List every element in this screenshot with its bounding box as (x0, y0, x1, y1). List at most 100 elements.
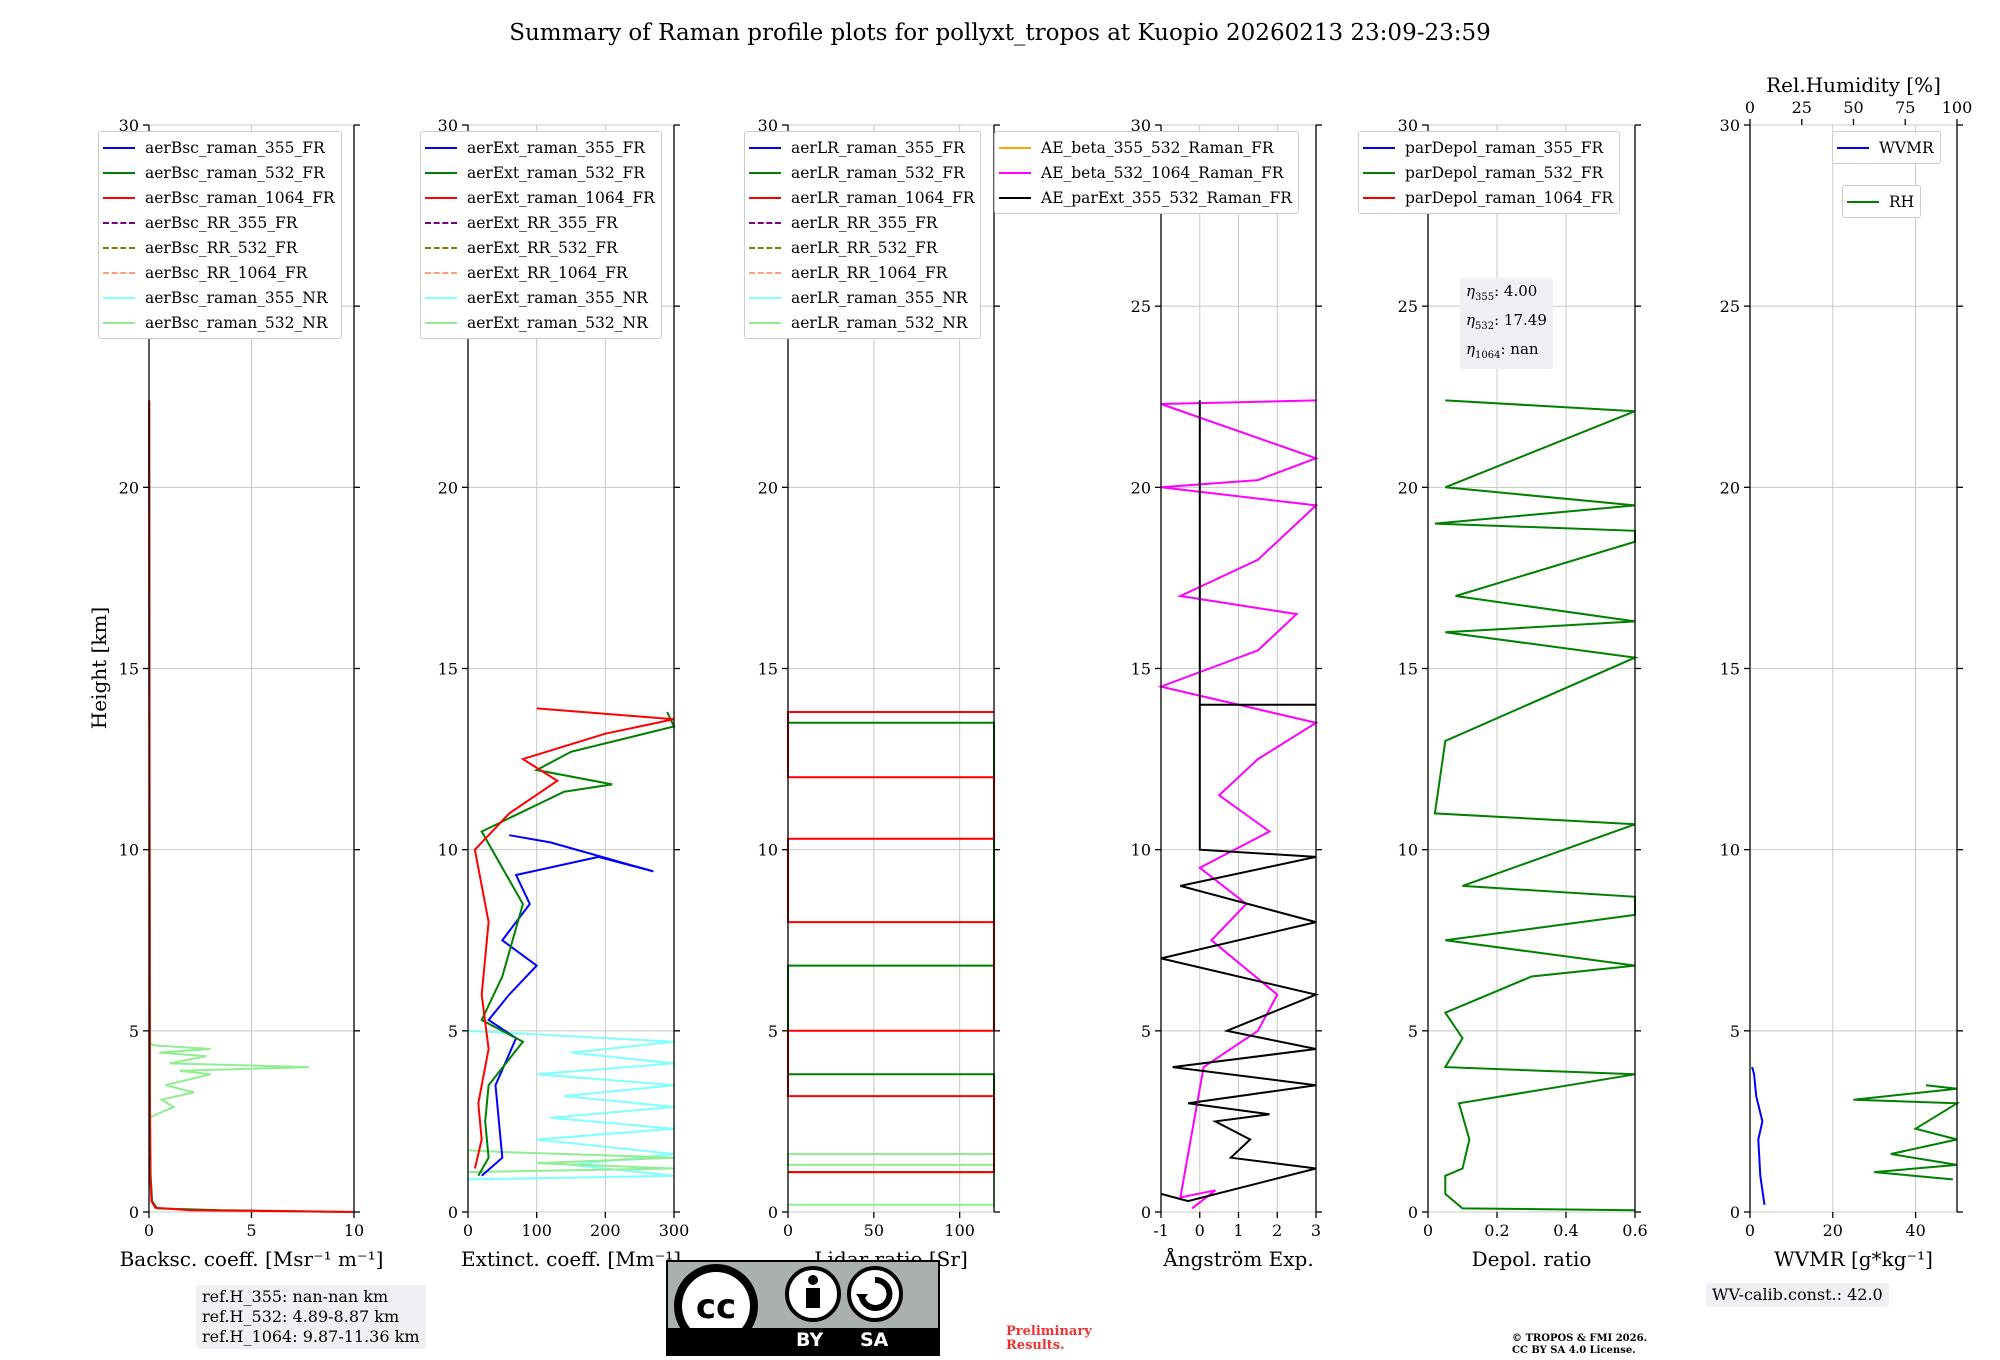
y-tick-label: 30 (438, 116, 458, 135)
y-tick-label: 5 (129, 1022, 139, 1041)
legend-extinction: aerExt_raman_355_FR aerExt_raman_532_FR ae… (420, 131, 662, 339)
series-AE_parExt_355_532_Raman_FR (1160, 400, 1320, 1203)
refh-1064: ref.H_1064: 9.87-11.36 km (202, 1327, 420, 1346)
x-tick-label: 3 (1311, 1221, 1321, 1240)
legend-label: aerExt_raman_355_NR (467, 288, 648, 307)
legend-entry: aerExt_RR_1064_FR (425, 260, 655, 285)
legend-swatch (103, 321, 135, 324)
legend-entry: aerLR_raman_532_NR (749, 310, 974, 335)
legend-swatch (749, 196, 781, 199)
y-tick-label: 30 (1131, 116, 1151, 135)
legend-label: aerLR_raman_532_FR (791, 163, 965, 182)
x-axis-label: Backsc. coeff. [Msr⁻¹ m⁻¹] (120, 1247, 384, 1271)
series-WVMR (1751, 1066, 1766, 1205)
x-tick-label: 0 (1195, 1221, 1205, 1240)
y-tick-label: 25 (1131, 297, 1151, 316)
legend-entry: WVMR (1837, 135, 1934, 160)
legend-swatch (103, 146, 135, 149)
series-aerExt_raman_1064_FR (473, 707, 675, 1169)
top-axis-label: Rel.Humidity [%] (1766, 73, 1941, 97)
legend-label: aerBsc_raman_532_NR (145, 313, 328, 332)
legend-swatch (103, 171, 135, 174)
x-axis-label: Ångström Exp. (1162, 1246, 1313, 1271)
legend-label: aerBsc_raman_355_NR (145, 288, 328, 307)
cc-logo-icon: cc (674, 1264, 903, 1348)
y-tick-label: 20 (1398, 478, 1418, 497)
cc-text: cc (696, 1287, 736, 1327)
series-aerExt_raman_355_FR (481, 834, 654, 1177)
y-tick-label: 10 (1131, 841, 1151, 860)
legend-entry: aerLR_raman_1064_FR (749, 185, 974, 210)
legend-label: aerExt_raman_532_NR (467, 313, 648, 332)
legend-entry: parDepol_raman_532_FR (1363, 160, 1613, 185)
top-x-tick-label: 50 (1843, 98, 1863, 117)
series-AE_beta_532_1064_Raman_FR (1157, 399, 1319, 1210)
y-tick-label: 15 (758, 660, 778, 679)
y-tick-label: 10 (119, 841, 139, 860)
wv-calibration-box: WV-calib.const.: 42.0 (1706, 1283, 1889, 1307)
legend-label: aerLR_RR_532_FR (791, 238, 938, 257)
legend-swatch (1363, 171, 1395, 174)
y-tick-label: 20 (119, 478, 139, 497)
badge-by: BY (796, 1329, 824, 1351)
legend-label: AE_parExt_355_532_Raman_FR (1041, 188, 1292, 207)
legend-depol: parDepol_raman_355_FR parDepol_raman_532_… (1358, 131, 1621, 214)
legend-swatch (1847, 200, 1879, 203)
legend-entry: aerExt_raman_532_NR (425, 310, 655, 335)
legend-entry: parDepol_raman_1064_FR (1363, 185, 1613, 210)
eta-532: 17.49 (1503, 311, 1547, 329)
legend-swatch (425, 146, 457, 149)
panel-depol: 0 5 10 15 20 25 30 0 0.2 0.4 0.6 Depol. ratio (1398, 116, 1648, 1271)
x-axis-label: Extinct. coeff. [Mm⁻¹] (461, 1247, 681, 1271)
legend-label: aerBsc_RR_532_FR (145, 238, 298, 257)
legend-swatch (103, 271, 135, 274)
legend-swatch (425, 221, 457, 224)
legend-entry: aerExt_RR_355_FR (425, 210, 655, 235)
legend-label: AE_beta_532_1064_Raman_FR (1041, 163, 1284, 182)
y-tick-label: 0 (1408, 1203, 1418, 1222)
legend-entry: AE_beta_355_532_Raman_FR (999, 135, 1292, 160)
legend-swatch (749, 321, 781, 324)
refh-355: ref.H_355: nan-nan km (202, 1287, 389, 1306)
reference-height-box: ref.H_355: nan-nan km ref.H_532: 4.89-8.… (196, 1285, 426, 1349)
legend-label: parDepol_raman_355_FR (1405, 138, 1604, 157)
y-tick-label: 25 (1720, 297, 1740, 316)
legend-swatch (103, 221, 135, 224)
x-tick-label: 2 (1272, 1221, 1282, 1240)
legend-label: aerExt_raman_1064_FR (467, 188, 655, 207)
legend-entry: aerBsc_raman_532_FR (103, 160, 335, 185)
legend-label: aerLR_raman_355_FR (791, 138, 965, 157)
legend-entry: aerBsc_raman_1064_FR (103, 185, 335, 210)
y-tick-label: 30 (758, 116, 778, 135)
legend-entry: aerExt_RR_532_FR (425, 235, 655, 260)
series-aerLR_raman_532_FR (787, 721, 995, 1174)
wv-calib-const: WV-calib.const.: 42.0 (1712, 1285, 1883, 1304)
x-tick-label: 300 (659, 1221, 690, 1240)
y-tick-label: 15 (1131, 660, 1151, 679)
preliminary-line-2: Results. (1006, 1338, 1065, 1353)
legend-entry: aerBsc_RR_355_FR (103, 210, 335, 235)
y-tick-label: 20 (1720, 478, 1740, 497)
legend-entry: aerLR_RR_355_FR (749, 210, 974, 235)
x-axis-label: WVMR [g*kg⁻¹] (1774, 1247, 1933, 1271)
legend-entry: AE_beta_532_1064_Raman_FR (999, 160, 1292, 185)
y-tick-label: 5 (768, 1022, 778, 1041)
legend-entry: aerBsc_raman_355_FR (103, 135, 335, 160)
legend-entry: aerLR_RR_532_FR (749, 235, 974, 260)
legend-swatch (425, 321, 457, 324)
y-tick-label: 0 (1141, 1203, 1151, 1222)
y-tick-label: 10 (758, 841, 778, 860)
legend-wvmr: WVMR (1832, 131, 1941, 164)
eta-355: 4.00 (1503, 282, 1538, 300)
x-tick-label: 100 (944, 1221, 975, 1240)
x-tick-label: 40 (1905, 1221, 1925, 1240)
legend-swatch (1363, 196, 1395, 199)
legend-entry: aerBsc_RR_532_FR (103, 235, 335, 260)
series-RH (1853, 1084, 1961, 1181)
panel-wvmr: 0 5 10 15 20 25 30 0 20 40 WVMR [g*kg⁻¹] 0 25 50 75 100… (1720, 73, 1973, 1271)
legend-swatch (425, 246, 457, 249)
y-axis-label: Height [km] (87, 607, 111, 729)
legend-swatch (999, 171, 1031, 174)
preliminary-notice: Preliminary Results. (1006, 1325, 1092, 1353)
